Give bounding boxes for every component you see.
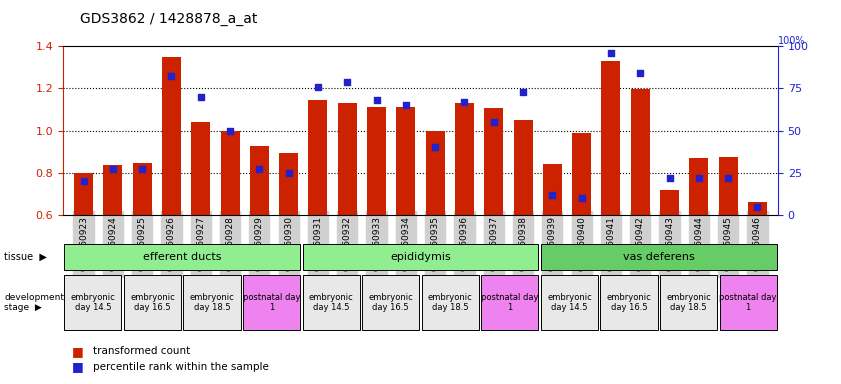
Bar	[74, 173, 93, 215]
Point	[487, 119, 500, 125]
Text: postnatal day
1: postnatal day 1	[719, 293, 777, 312]
Bar	[720, 275, 777, 330]
Point	[165, 73, 178, 79]
Point	[722, 175, 735, 181]
Point	[252, 166, 266, 172]
Point	[311, 84, 325, 90]
Point	[458, 99, 471, 105]
Text: postnatal day
1: postnatal day 1	[243, 293, 300, 312]
Bar	[631, 89, 650, 215]
Bar	[484, 108, 503, 215]
Bar	[421, 275, 479, 330]
Bar	[303, 275, 360, 330]
Point	[692, 175, 706, 181]
Bar	[481, 275, 538, 330]
Bar	[718, 157, 738, 215]
Bar	[103, 166, 123, 215]
Bar	[396, 107, 415, 215]
Bar	[426, 131, 445, 215]
Bar	[191, 122, 210, 215]
Bar	[133, 163, 151, 215]
Text: tissue  ▶: tissue ▶	[4, 252, 47, 262]
Text: embryonic
day 14.5: embryonic day 14.5	[547, 293, 592, 312]
Text: vas deferens: vas deferens	[623, 252, 695, 262]
Text: efferent ducts: efferent ducts	[143, 252, 221, 262]
Bar	[572, 132, 591, 215]
Bar	[124, 275, 181, 330]
Text: embryonic
day 14.5: embryonic day 14.5	[309, 293, 353, 312]
Bar	[250, 146, 269, 215]
Bar	[367, 107, 386, 215]
Bar	[601, 61, 621, 215]
Bar	[660, 190, 679, 215]
Point	[194, 94, 208, 100]
Bar	[541, 244, 777, 270]
Text: percentile rank within the sample: percentile rank within the sample	[93, 362, 268, 372]
Bar	[541, 275, 598, 330]
Bar	[514, 120, 532, 215]
Text: development
stage  ▶: development stage ▶	[4, 293, 64, 312]
Text: GDS3862 / 1428878_a_at: GDS3862 / 1428878_a_at	[80, 12, 257, 25]
Point	[516, 89, 530, 95]
Bar	[748, 202, 767, 215]
Text: embryonic
day 16.5: embryonic day 16.5	[606, 293, 652, 312]
Bar	[600, 275, 658, 330]
Text: embryonic
day 18.5: embryonic day 18.5	[189, 293, 235, 312]
Text: postnatal day
1: postnatal day 1	[481, 293, 538, 312]
Point	[604, 50, 617, 56]
Text: embryonic
day 14.5: embryonic day 14.5	[71, 293, 115, 312]
Bar	[542, 164, 562, 215]
Point	[399, 102, 413, 108]
Point	[106, 166, 119, 172]
Text: embryonic
day 18.5: embryonic day 18.5	[666, 293, 711, 312]
Bar	[660, 275, 717, 330]
Point	[546, 192, 559, 198]
Bar	[309, 100, 327, 215]
Text: epididymis: epididymis	[390, 252, 451, 262]
Point	[428, 144, 442, 151]
Point	[224, 127, 237, 134]
Point	[663, 175, 676, 181]
Point	[282, 170, 295, 176]
Text: ■: ■	[71, 360, 83, 373]
Bar	[455, 103, 474, 215]
Point	[135, 166, 149, 172]
Point	[633, 70, 647, 76]
Point	[751, 204, 764, 210]
Point	[77, 178, 90, 184]
Bar	[162, 56, 181, 215]
Bar	[183, 275, 241, 330]
Text: embryonic
day 16.5: embryonic day 16.5	[368, 293, 413, 312]
Bar	[303, 244, 538, 270]
Bar	[220, 131, 240, 215]
Text: embryonic
day 16.5: embryonic day 16.5	[130, 293, 175, 312]
Text: ■: ■	[71, 345, 83, 358]
Bar	[690, 158, 708, 215]
Bar	[362, 275, 420, 330]
Bar	[64, 275, 121, 330]
Bar	[279, 153, 299, 215]
Text: transformed count: transformed count	[93, 346, 190, 356]
Text: 100%: 100%	[778, 36, 806, 46]
Bar	[64, 244, 300, 270]
Point	[341, 78, 354, 84]
Text: embryonic
day 18.5: embryonic day 18.5	[428, 293, 473, 312]
Bar	[338, 103, 357, 215]
Point	[575, 195, 589, 201]
Bar	[243, 275, 300, 330]
Point	[370, 97, 383, 103]
